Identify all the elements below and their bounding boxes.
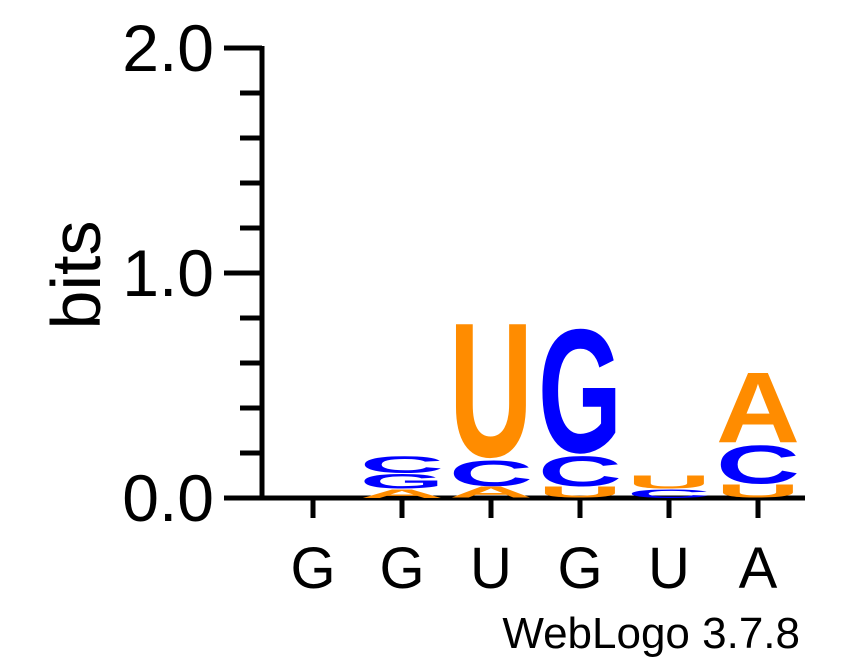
logo-letter-C: C <box>449 453 533 494</box>
logo-letter-A: A <box>449 484 533 501</box>
logo-letter-G: G <box>538 294 622 491</box>
svg-text:U: U <box>538 484 622 501</box>
logo-letter-A: A <box>360 487 444 501</box>
svg-text:C: C <box>449 453 533 494</box>
y-axis-label: bits <box>37 221 115 330</box>
x-tick-label: U <box>648 536 690 601</box>
svg-text:G: G <box>360 470 444 494</box>
svg-text:A: A <box>716 352 800 464</box>
svg-text:G: G <box>538 294 622 491</box>
logo-letter-U: U <box>716 481 800 501</box>
logo-letter-G: G <box>360 470 444 494</box>
y-axis: 0.0 1.0 2.0 <box>122 11 265 535</box>
y-tick-label: 1.0 <box>122 236 214 310</box>
svg-text:U: U <box>716 481 800 501</box>
svg-text:C: C <box>538 448 622 496</box>
x-tick-label: G <box>557 536 602 601</box>
y-tick-label: 2.0 <box>122 11 214 85</box>
svg-text:U: U <box>627 472 711 492</box>
svg-text:A: A <box>449 484 533 501</box>
logo-letter-U: U <box>538 484 622 501</box>
logo-letter-C: C <box>627 487 711 501</box>
weblogo-version-label: WebLogo 3.7.8 <box>502 609 800 658</box>
svg-text:C: C <box>627 487 711 501</box>
logo-letter-C: C <box>716 435 800 496</box>
logo-letter-A: A <box>716 352 800 464</box>
logo-letter-U: U <box>627 472 711 492</box>
x-tick-label: A <box>739 536 778 601</box>
svg-text:A: A <box>360 487 444 501</box>
x-tick-label: G <box>290 536 335 601</box>
svg-text:U: U <box>449 282 533 497</box>
x-tick-label: U <box>470 536 512 601</box>
y-tick-label: 0.0 <box>122 461 214 535</box>
svg-text:C: C <box>360 451 444 478</box>
logo-letter-C: C <box>538 448 622 496</box>
logo-letter-U: U <box>449 282 533 497</box>
logo-letter-C: C <box>360 451 444 478</box>
x-tick-label: G <box>379 536 424 601</box>
svg-text:C: C <box>716 435 800 496</box>
